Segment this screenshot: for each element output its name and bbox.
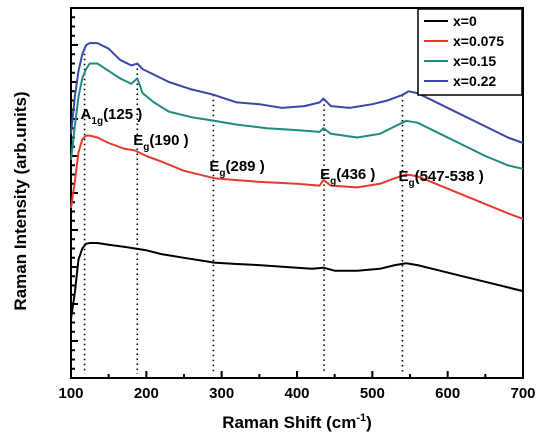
x-ticks: 100 200 300 400 500 600 700 — [58, 371, 536, 402]
x-tick-label: 700 — [510, 385, 535, 402]
legend-label-3: x=0.22 — [453, 73, 496, 89]
x-tick-label: 100 — [58, 385, 83, 402]
x-tick-label: 300 — [209, 385, 234, 402]
series-line-1 — [70, 134, 524, 220]
x-tick-label: 400 — [284, 385, 309, 402]
legend: x=0 x=0.075 x=0.15 x=0.22 — [417, 8, 523, 96]
peak-label-0: A1g(125 ) — [81, 106, 143, 127]
peak-label-2: Eg(289 ) — [209, 158, 264, 179]
peak-label-1: Eg(190 ) — [133, 132, 188, 153]
legend-label-0: x=0 — [453, 13, 477, 29]
y-axis-title: Raman Intensity (arb.units) — [11, 91, 30, 310]
legend-label-1: x=0.075 — [453, 33, 504, 49]
series-line-0 — [70, 242, 524, 319]
legend-label-2: x=0.15 — [453, 53, 496, 69]
x-axis-title: Raman Shift (cm-1) — [222, 412, 372, 432]
x-tick-label: 600 — [435, 385, 460, 402]
y-ticks — [71, 7, 78, 379]
peak-labels: A1g(125 ) Eg(190 ) Eg(289 ) Eg(436 ) Eg(547-… — [81, 106, 484, 189]
peak-guide-lines — [83, 48, 404, 374]
peak-label-4: Eg(547-538 ) — [398, 168, 483, 189]
peak-label-3: Eg(436 ) — [320, 166, 375, 187]
series-line-3 — [70, 42, 524, 144]
series-group — [70, 42, 524, 319]
x-tick-label: 200 — [134, 385, 159, 402]
series-line-2 — [70, 62, 524, 170]
x-tick-label: 500 — [360, 385, 385, 402]
